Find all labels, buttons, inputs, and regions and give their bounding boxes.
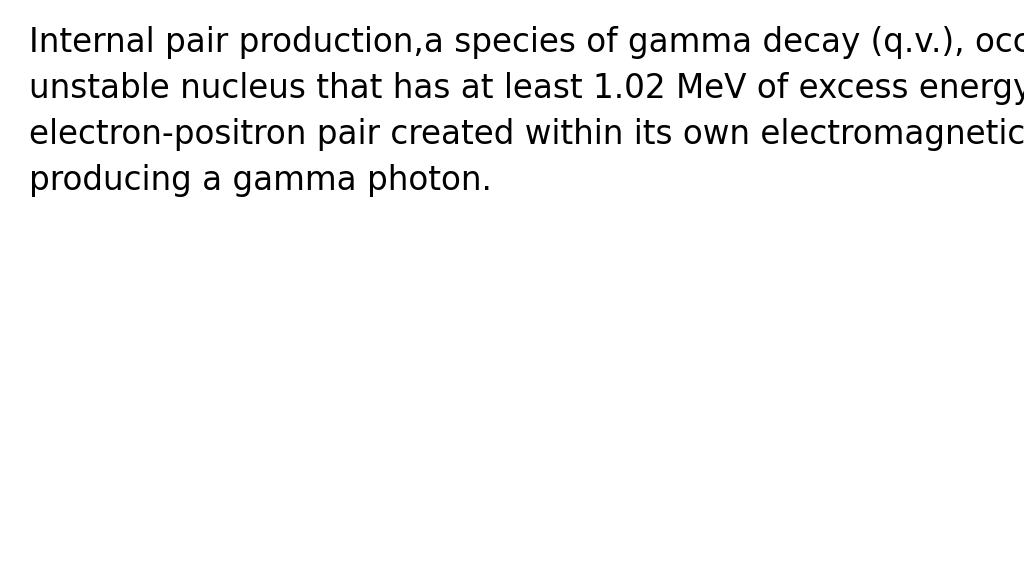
Text: Internal pair production,a species of gamma decay (q.v.), occurs when an
unstabl: Internal pair production,a species of ga… bbox=[29, 26, 1024, 197]
